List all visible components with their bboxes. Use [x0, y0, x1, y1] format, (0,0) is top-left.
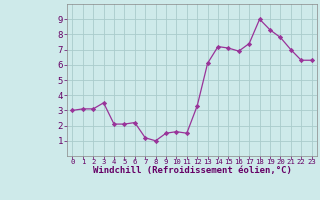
- X-axis label: Windchill (Refroidissement éolien,°C): Windchill (Refroidissement éolien,°C): [92, 166, 292, 175]
